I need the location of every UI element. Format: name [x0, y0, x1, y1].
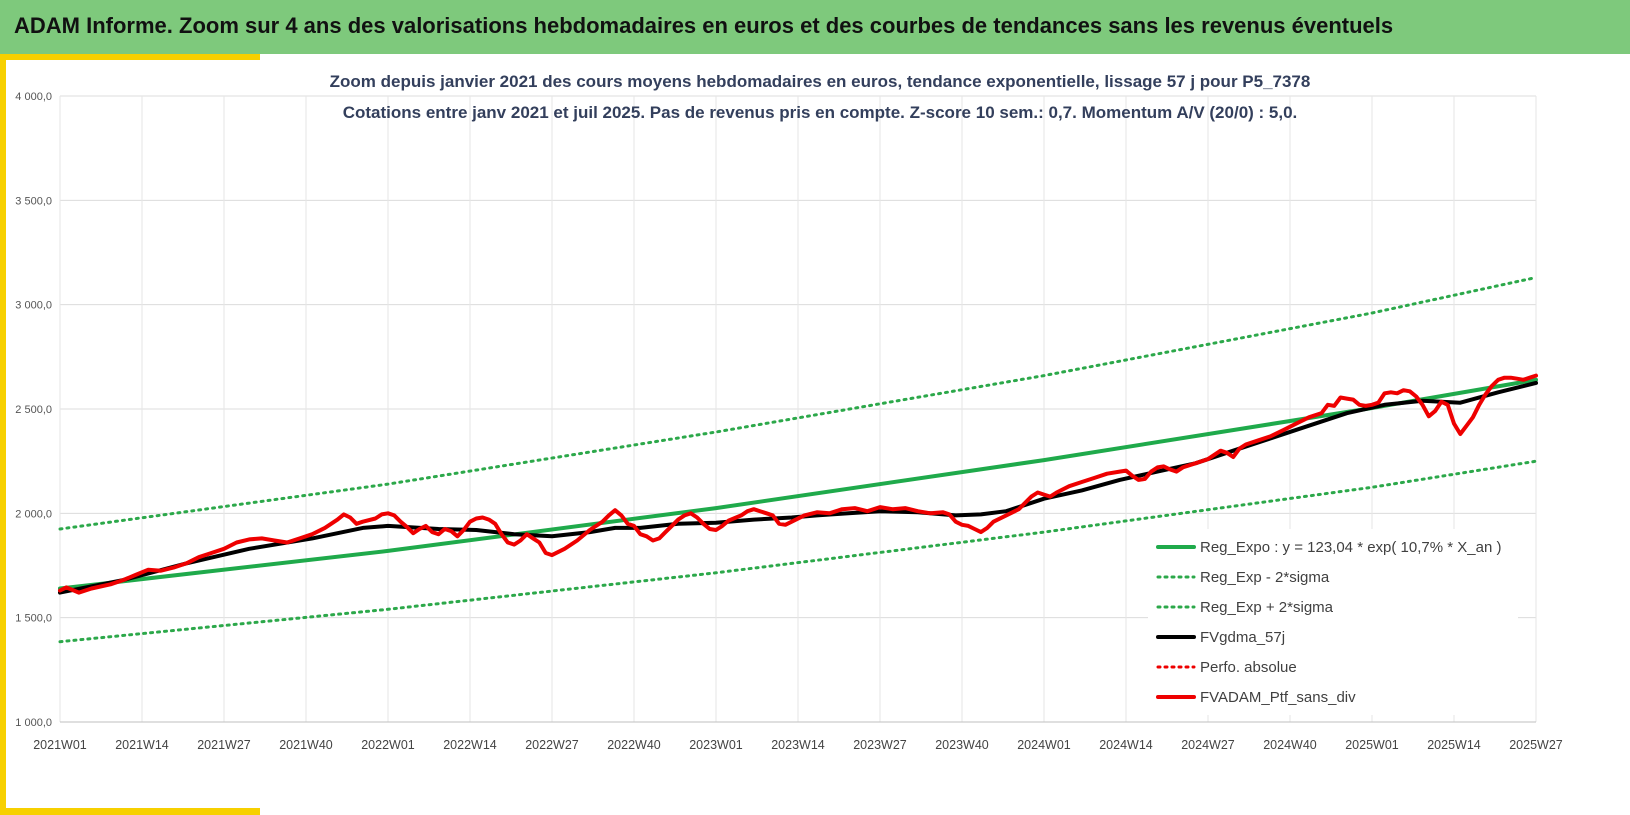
legend-background: [1148, 529, 1518, 715]
y-tick-label: 2 500,0: [15, 404, 52, 416]
series-line-reg-exp-2-sigma: [58, 459, 1538, 644]
x-tick-label: 2023W27: [853, 738, 907, 752]
line-chart: Zoom depuis janvier 2021 des cours moyen…: [15, 72, 1563, 752]
chart-title-line1: Zoom depuis janvier 2021 des cours moyen…: [330, 72, 1311, 91]
legend-label: FVgdma_57j: [1200, 629, 1285, 646]
y-tick-label: 1 500,0: [15, 613, 52, 625]
x-tick-label: 2021W14: [115, 738, 169, 752]
yellow-bottom-bar: [0, 808, 260, 815]
x-tick-label: 2021W01: [33, 738, 87, 752]
x-tick-label: 2024W01: [1017, 738, 1071, 752]
page-header-banner: ADAM Informe. Zoom sur 4 ans des valoris…: [0, 0, 1630, 54]
y-tick-label: 4 000,0: [15, 91, 52, 103]
x-tick-label: 2022W27: [525, 738, 579, 752]
x-tick-label: 2021W40: [279, 738, 333, 752]
chart-legend: Reg_Expo : y = 123,04 * exp( 10,7% * X_a…: [1148, 529, 1518, 715]
x-tick-label: 2021W27: [197, 738, 251, 752]
x-tick-label: 2024W40: [1263, 738, 1317, 752]
x-tick-label: 2023W14: [771, 738, 825, 752]
page-title: ADAM Informe. Zoom sur 4 ans des valoris…: [14, 13, 1394, 38]
series-line-fvadam-ptf-sans-div: [58, 373, 1538, 595]
x-tick-label: 2025W01: [1345, 738, 1399, 752]
y-tick-label: 3 500,0: [15, 195, 52, 207]
y-tick-label: 1 000,0: [15, 717, 52, 729]
series-lines: [58, 276, 1538, 644]
x-tick-label: 2022W40: [607, 738, 661, 752]
legend-label: Reg_Exp - 2*sigma: [1200, 569, 1330, 586]
legend-label: Reg_Exp + 2*sigma: [1200, 599, 1334, 616]
x-tick-label: 2025W14: [1427, 738, 1481, 752]
x-tick-label: 2023W40: [935, 738, 989, 752]
series-line-reg-exp-2-sigma: [58, 276, 1538, 531]
y-tick-label: 3 000,0: [15, 300, 52, 312]
x-tick-label: 2024W27: [1181, 738, 1235, 752]
x-tick-label: 2023W01: [689, 738, 743, 752]
x-tick-label: 2025W27: [1509, 738, 1563, 752]
x-tick-label: 2024W14: [1099, 738, 1153, 752]
y-axis-ticks: 1 000,0 1 500,0 2 000,0 2 500,0 3 000,0 3 500…: [15, 91, 52, 729]
legend-label: FVADAM_Ptf_sans_div: [1200, 689, 1356, 706]
legend-label: Reg_Expo : y = 123,04 * exp( 10,7% * X_a…: [1200, 539, 1501, 556]
legend-label: Perfo. absolue: [1200, 659, 1297, 676]
yellow-left-border: [0, 54, 6, 815]
x-tick-label: 2022W14: [443, 738, 497, 752]
chart-title-line2: Cotations entre janv 2021 et juil 2025. …: [343, 103, 1298, 122]
x-tick-label: 2022W01: [361, 738, 415, 752]
x-axis-ticks: 2021W01 2021W14 2021W27 2021W40 2022W01 2022W…: [33, 738, 1563, 752]
yellow-accent-bar: [0, 54, 260, 60]
y-tick-label: 2 000,0: [15, 508, 52, 520]
